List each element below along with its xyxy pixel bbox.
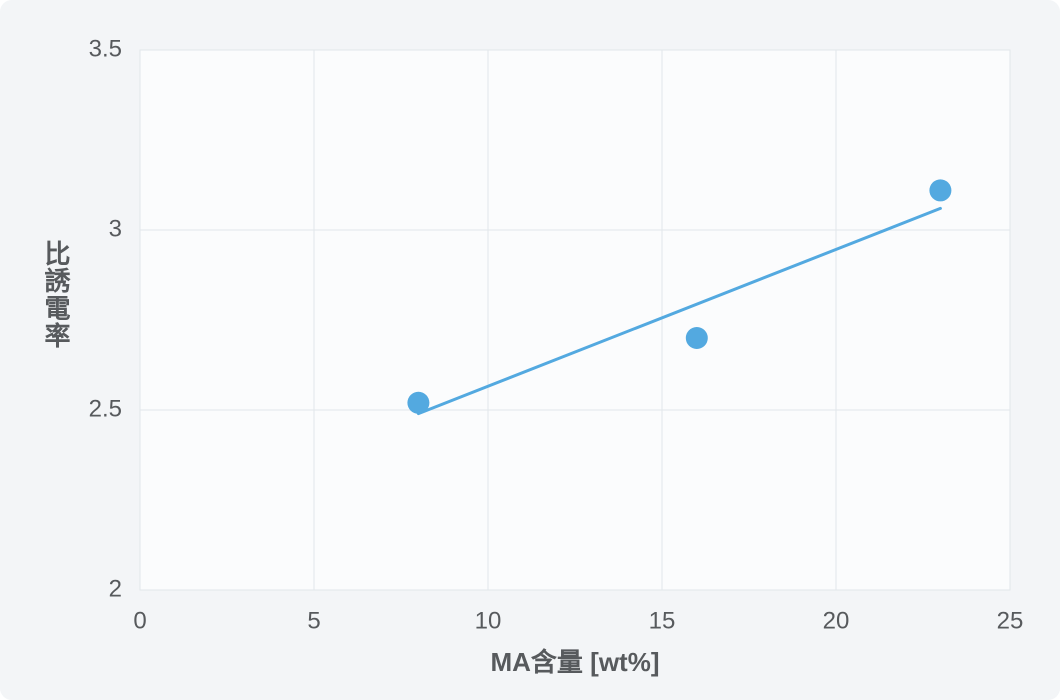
x-tick-label: 5: [307, 607, 320, 634]
y-tick-label: 3.5: [89, 35, 122, 62]
scatter-point: [686, 327, 708, 349]
scatter-point: [407, 392, 429, 414]
y-tick-label: 2.5: [89, 395, 122, 422]
scatter-point: [929, 179, 951, 201]
x-tick-label: 0: [133, 607, 146, 634]
scatter-chart: 0 5 10 15 20 25 2 2.5 3 3.5: [0, 0, 1060, 700]
x-tick-label: 15: [649, 607, 676, 634]
y-tick-label: 3: [109, 215, 122, 242]
scatter-chart-container: 0 5 10 15 20 25 2 2.5 3 3.5 比誘電率 MA含量 [wt%]: [0, 0, 1060, 700]
y-tick-label: 2: [109, 575, 122, 602]
x-tick-label: 25: [997, 607, 1024, 634]
x-tick-label: 10: [475, 607, 502, 634]
x-tick-label: 20: [823, 607, 850, 634]
y-axis-label: 比誘電率: [38, 240, 75, 349]
x-axis-label: MA含量 [wt%]: [140, 642, 1010, 679]
